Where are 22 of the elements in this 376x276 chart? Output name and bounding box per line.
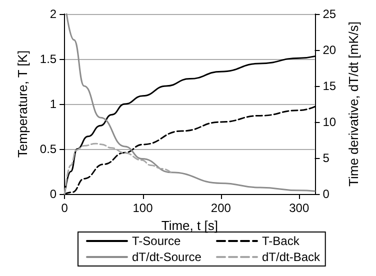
y-tick-label: 0: [50, 187, 57, 201]
y-tick-label: 2: [50, 7, 57, 21]
y2-tick-label: 0: [322, 187, 330, 201]
y2-tick-label: 25: [322, 7, 336, 21]
legend-label: dT/dt-Source: [132, 250, 202, 264]
legend-label: dT/dt-Back: [262, 250, 322, 264]
y2-axis-title: Time derivative, dT/dt [mK/s]: [346, 22, 361, 186]
y2-tick-label: 15: [322, 79, 336, 93]
legend-label: T-Source: [132, 234, 182, 248]
y-tick-label: 0.5: [40, 142, 57, 156]
x-tick-label: 100: [132, 201, 154, 215]
x-tick-label: 0: [61, 201, 68, 215]
line-series: [66, 13, 316, 192]
y2-tick-label: 10: [322, 115, 336, 129]
y-axis-title: Temperature, T [K]: [15, 50, 30, 158]
legend-label: T-Back: [262, 234, 300, 248]
x-tick-label: 300: [289, 201, 310, 215]
y2-tick-label: 5: [322, 151, 330, 165]
y2-tick-label: 20: [322, 43, 336, 57]
y-tick-label: 1.5: [40, 52, 57, 66]
y-tick-label: 1: [50, 97, 57, 111]
x-tick-label: 200: [210, 201, 232, 215]
